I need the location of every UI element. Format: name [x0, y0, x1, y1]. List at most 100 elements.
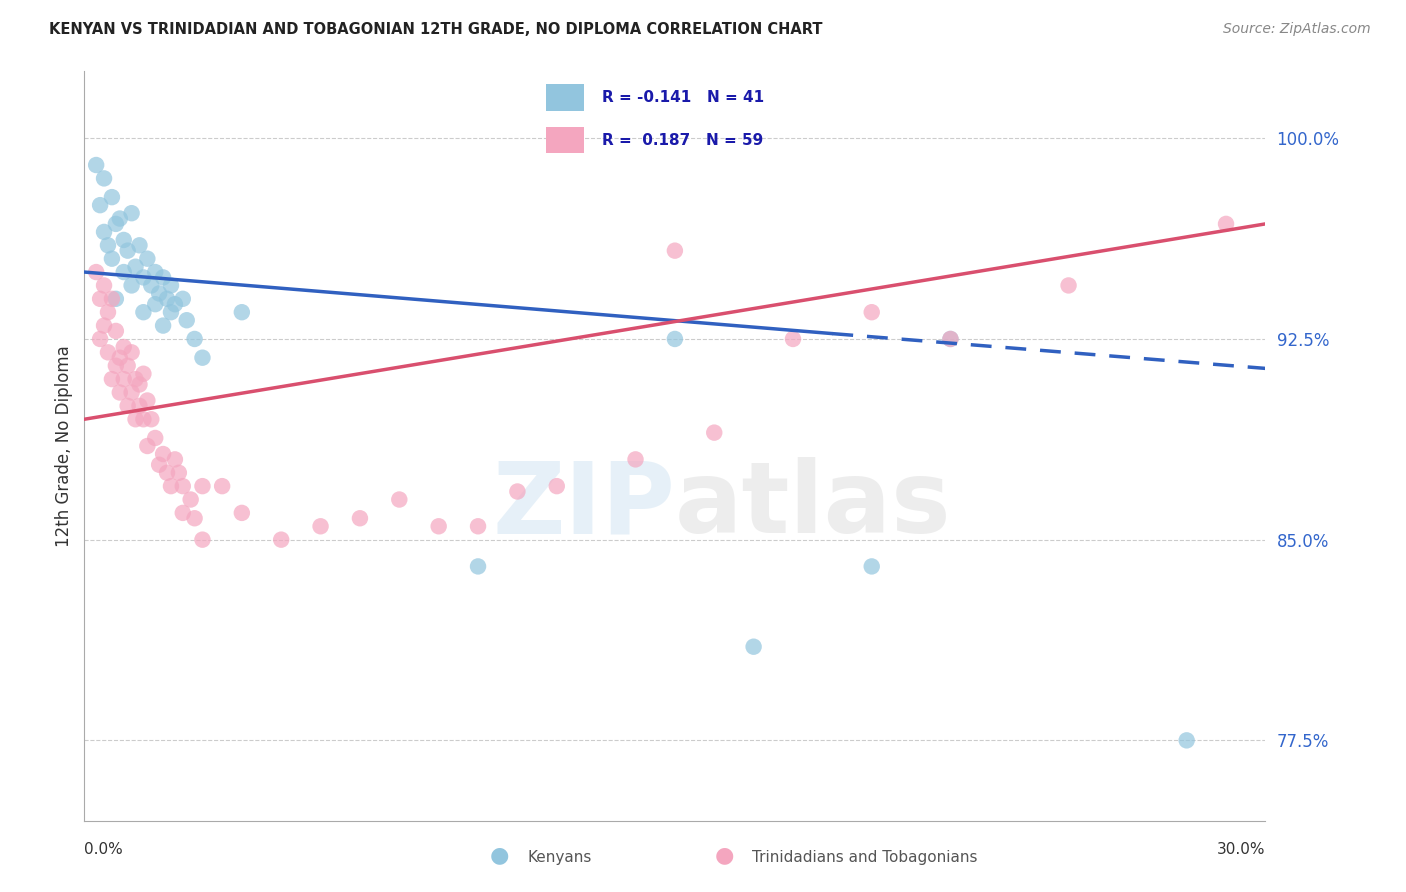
- Point: [132, 270, 155, 285]
- Point: [160, 305, 183, 319]
- Point: [467, 519, 489, 533]
- Point: [349, 511, 371, 525]
- Point: [156, 292, 179, 306]
- Point: [97, 305, 120, 319]
- Point: [388, 492, 411, 507]
- Point: [231, 305, 253, 319]
- Point: [89, 198, 111, 212]
- Point: [121, 345, 143, 359]
- Point: [860, 559, 883, 574]
- Point: [128, 399, 150, 413]
- Point: [124, 260, 146, 274]
- Point: [89, 332, 111, 346]
- Point: [97, 345, 120, 359]
- Point: [152, 270, 174, 285]
- Point: [141, 278, 163, 293]
- Point: [112, 372, 135, 386]
- Point: [112, 340, 135, 354]
- Point: [143, 265, 166, 279]
- Text: R = -0.141   N = 41: R = -0.141 N = 41: [602, 90, 765, 104]
- Point: [231, 506, 253, 520]
- Point: [143, 431, 166, 445]
- Point: [121, 385, 143, 400]
- Text: KENYAN VS TRINIDADIAN AND TOBAGONIAN 12TH GRADE, NO DIPLOMA CORRELATION CHART: KENYAN VS TRINIDADIAN AND TOBAGONIAN 12T…: [49, 22, 823, 37]
- Point: [108, 385, 131, 400]
- Point: [160, 479, 183, 493]
- Point: [148, 286, 170, 301]
- Bar: [546, 127, 585, 153]
- Point: [860, 305, 883, 319]
- Point: [93, 171, 115, 186]
- Point: [124, 412, 146, 426]
- Point: [101, 292, 124, 306]
- Text: ZIP: ZIP: [492, 458, 675, 555]
- Point: [211, 479, 233, 493]
- Point: [782, 332, 804, 346]
- Point: [152, 318, 174, 333]
- Point: [703, 425, 725, 440]
- Point: [506, 484, 529, 499]
- Point: [172, 292, 194, 306]
- Point: [117, 359, 139, 373]
- Y-axis label: 12th Grade, No Diploma: 12th Grade, No Diploma: [55, 345, 73, 547]
- Point: [117, 399, 139, 413]
- Point: [143, 297, 166, 311]
- Text: Source: ZipAtlas.com: Source: ZipAtlas.com: [1223, 22, 1371, 37]
- Point: [172, 479, 194, 493]
- Text: 0.0%: 0.0%: [84, 842, 124, 857]
- Point: [172, 506, 194, 520]
- Point: [742, 640, 765, 654]
- Point: [132, 412, 155, 426]
- Point: [664, 332, 686, 346]
- Point: [132, 367, 155, 381]
- Point: [191, 533, 214, 547]
- Point: [132, 305, 155, 319]
- Text: Trinidadians and Tobagonians: Trinidadians and Tobagonians: [752, 850, 977, 865]
- Point: [93, 318, 115, 333]
- Point: [163, 452, 186, 467]
- Point: [152, 447, 174, 461]
- Point: [148, 458, 170, 472]
- Point: [104, 292, 127, 306]
- Point: [93, 278, 115, 293]
- Point: [136, 393, 159, 408]
- Point: [167, 466, 190, 480]
- Text: ●: ●: [714, 846, 734, 865]
- Point: [546, 479, 568, 493]
- Point: [1215, 217, 1237, 231]
- Point: [104, 217, 127, 231]
- Point: [664, 244, 686, 258]
- Point: [108, 351, 131, 365]
- Point: [97, 238, 120, 252]
- Point: [136, 252, 159, 266]
- Point: [117, 244, 139, 258]
- Point: [101, 252, 124, 266]
- Text: 30.0%: 30.0%: [1218, 842, 1265, 857]
- Point: [191, 479, 214, 493]
- Point: [121, 206, 143, 220]
- Point: [136, 439, 159, 453]
- Point: [1057, 278, 1080, 293]
- Point: [939, 332, 962, 346]
- Point: [141, 412, 163, 426]
- Point: [101, 190, 124, 204]
- Point: [89, 292, 111, 306]
- Point: [183, 332, 205, 346]
- Point: [939, 332, 962, 346]
- Point: [1175, 733, 1198, 747]
- Text: ●: ●: [489, 846, 509, 865]
- Point: [104, 359, 127, 373]
- Point: [270, 533, 292, 547]
- Point: [176, 313, 198, 327]
- Text: Kenyans: Kenyans: [527, 850, 592, 865]
- Point: [163, 297, 186, 311]
- Point: [93, 225, 115, 239]
- Point: [84, 265, 107, 279]
- Point: [124, 372, 146, 386]
- Point: [180, 492, 202, 507]
- Point: [156, 466, 179, 480]
- Point: [183, 511, 205, 525]
- Text: R =  0.187   N = 59: R = 0.187 N = 59: [602, 133, 763, 147]
- Point: [467, 559, 489, 574]
- Point: [108, 211, 131, 226]
